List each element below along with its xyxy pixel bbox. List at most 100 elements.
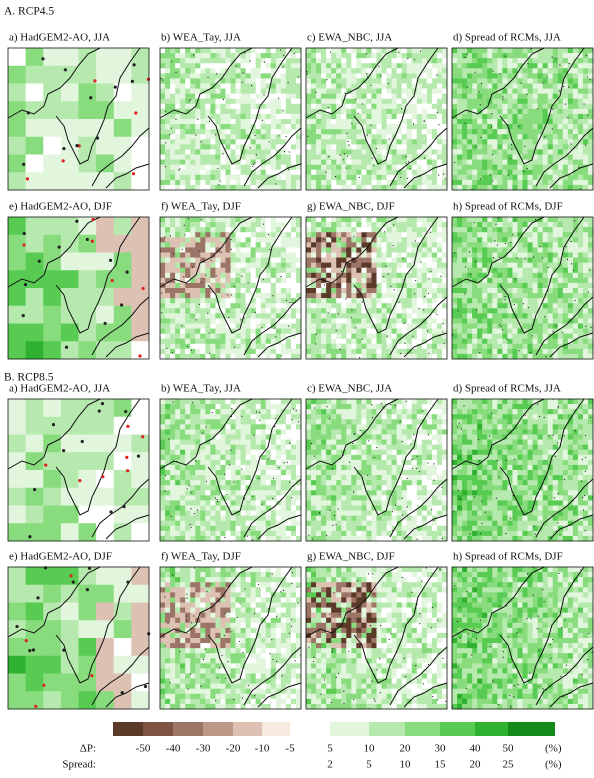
- map-cell: [205, 293, 210, 298]
- map-cell: [517, 303, 522, 308]
- map-cell: [407, 114, 412, 119]
- map-cell: [512, 104, 517, 109]
- map-cell: [256, 268, 261, 273]
- map-cell: [306, 324, 311, 329]
- map-cell: [180, 324, 185, 329]
- map-cell: [321, 318, 326, 323]
- map-cell: [377, 89, 382, 94]
- map-cell: [457, 134, 462, 139]
- map-cell: [432, 283, 437, 288]
- map-cell: [361, 104, 366, 109]
- significance-dot: [330, 237, 331, 238]
- map-cell: [256, 339, 261, 344]
- map-cell: [200, 313, 205, 318]
- map-cell: [512, 227, 517, 232]
- map-cell: [311, 232, 316, 237]
- map-cell: [356, 242, 361, 247]
- map-cell: [341, 308, 346, 313]
- map-cell: [321, 155, 326, 160]
- map-cell: [296, 247, 301, 252]
- map-cell: [336, 298, 341, 303]
- map-cell: [195, 170, 200, 175]
- map-cell: [467, 222, 472, 227]
- map-cell: [502, 263, 507, 268]
- map-cell: [573, 149, 578, 154]
- map-cell: [241, 78, 246, 83]
- map-cell: [392, 227, 397, 232]
- map-cell: [251, 242, 256, 247]
- map-cell: [311, 104, 316, 109]
- map-cell: [241, 334, 246, 339]
- map-cell: [306, 273, 311, 278]
- map-cell: [573, 114, 578, 119]
- map-cell: [26, 84, 44, 102]
- map-cell: [306, 349, 311, 354]
- map-cell: [256, 175, 261, 180]
- significance-dot: [438, 124, 439, 125]
- map-cell: [427, 94, 432, 99]
- map-cell: [200, 354, 205, 359]
- map-cell: [175, 324, 180, 329]
- map-cell: [472, 63, 477, 68]
- map-cell: [402, 268, 407, 273]
- significance-dot: [442, 323, 443, 324]
- map-cell: [462, 288, 467, 293]
- map-cell: [200, 344, 205, 349]
- map-cell: [432, 99, 437, 104]
- significance-dot: [407, 178, 408, 179]
- map-cell: [492, 283, 497, 288]
- map-cell: [326, 354, 331, 359]
- map-cell: [366, 129, 371, 134]
- map-cell: [326, 170, 331, 175]
- map-cell: [361, 78, 366, 83]
- map-cell: [185, 175, 190, 180]
- significance-dot: [366, 53, 367, 54]
- map-cell: [588, 58, 593, 63]
- map-cell: [165, 180, 170, 185]
- map-cell: [377, 134, 382, 139]
- map-cell: [512, 119, 517, 124]
- map-cell: [377, 104, 382, 109]
- map-cell: [170, 354, 175, 359]
- map-cell: [457, 119, 462, 124]
- map-cell: [462, 94, 467, 99]
- map-cell: [538, 119, 543, 124]
- map-cell: [286, 329, 291, 334]
- map-cell: [195, 217, 200, 222]
- map-cell: [185, 303, 190, 308]
- significance-dot: [250, 147, 251, 148]
- map-cell: [387, 73, 392, 78]
- map-cell: [190, 139, 195, 144]
- map-cell: [387, 222, 392, 227]
- map-cell: [457, 144, 462, 149]
- map-cell: [246, 263, 251, 268]
- map-cell: [387, 78, 392, 83]
- map-cell: [523, 139, 528, 144]
- map-cell: [180, 48, 185, 53]
- map-cell: [266, 134, 271, 139]
- map-cell: [276, 324, 281, 329]
- map-cell: [331, 298, 336, 303]
- map-cell: [205, 84, 210, 89]
- map-cell: [170, 119, 175, 124]
- map-cell: [341, 253, 346, 258]
- map-cell: [422, 293, 427, 298]
- significance-dot: [187, 346, 188, 347]
- map-cell: [568, 253, 573, 258]
- map-cell: [528, 237, 533, 242]
- map-cell: [422, 73, 427, 78]
- map-cell: [210, 180, 215, 185]
- map-cell: [220, 155, 225, 160]
- map-cell: [351, 227, 356, 232]
- map-cell: [175, 180, 180, 185]
- map-cell: [215, 185, 220, 190]
- map-cell: [548, 318, 553, 323]
- map-cell: [231, 165, 236, 170]
- map-cell: [346, 109, 351, 114]
- map-cell: [482, 129, 487, 134]
- map-cell: [371, 308, 376, 313]
- map-cell: [366, 227, 371, 232]
- map-cell: [412, 303, 417, 308]
- map-cell: [492, 149, 497, 154]
- map-cell: [225, 109, 230, 114]
